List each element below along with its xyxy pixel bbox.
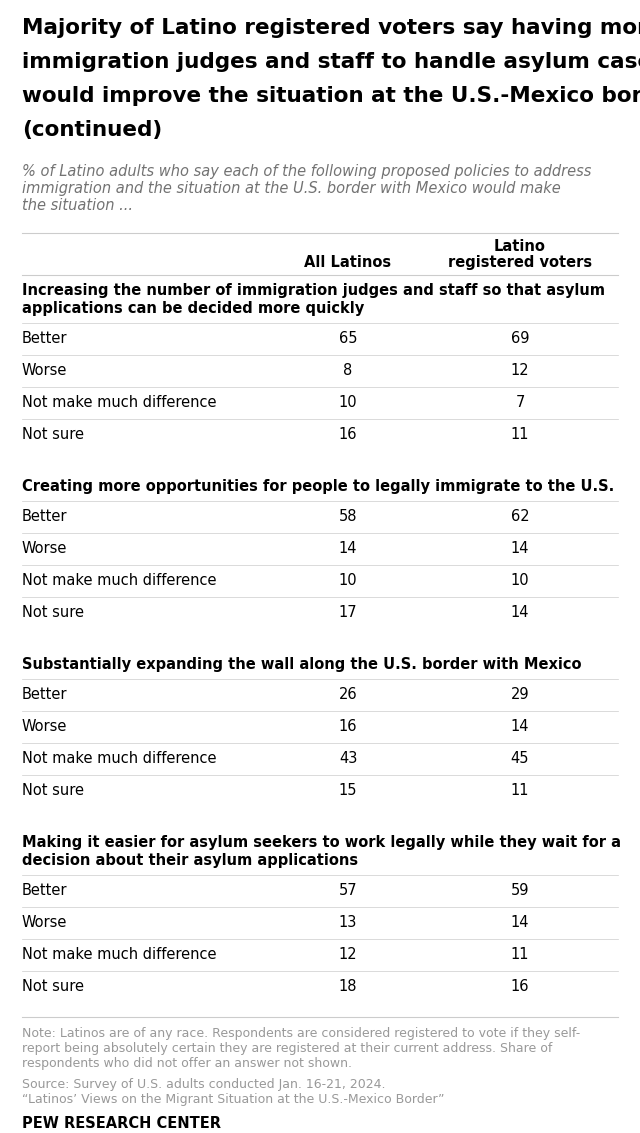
- Text: 18: 18: [339, 979, 357, 994]
- Text: 58: 58: [339, 509, 357, 523]
- Text: Substantially expanding the wall along the U.S. border with Mexico: Substantially expanding the wall along t…: [22, 657, 582, 672]
- Text: 29: 29: [511, 687, 529, 702]
- Text: 10: 10: [339, 395, 357, 410]
- Text: All Latinos: All Latinos: [305, 255, 392, 270]
- Text: 69: 69: [511, 331, 529, 346]
- Text: 59: 59: [511, 883, 529, 898]
- Text: Source: Survey of U.S. adults conducted Jan. 16-21, 2024.: Source: Survey of U.S. adults conducted …: [22, 1077, 385, 1091]
- Text: Not make much difference: Not make much difference: [22, 947, 216, 962]
- Text: 11: 11: [511, 427, 529, 442]
- Text: 15: 15: [339, 783, 357, 798]
- Text: 45: 45: [511, 751, 529, 766]
- Text: the situation ...: the situation ...: [22, 198, 133, 213]
- Text: Better: Better: [22, 509, 67, 523]
- Text: applications can be decided more quickly: applications can be decided more quickly: [22, 301, 364, 316]
- Text: Not sure: Not sure: [22, 783, 84, 798]
- Text: report being absolutely certain they are registered at their current address. Sh: report being absolutely certain they are…: [22, 1042, 552, 1055]
- Text: 11: 11: [511, 947, 529, 962]
- Text: 14: 14: [339, 540, 357, 556]
- Text: 14: 14: [511, 540, 529, 556]
- Text: Better: Better: [22, 331, 67, 346]
- Text: respondents who did not offer an answer not shown.: respondents who did not offer an answer …: [22, 1057, 352, 1070]
- Text: 65: 65: [339, 331, 357, 346]
- Text: Worse: Worse: [22, 915, 67, 930]
- Text: 7: 7: [515, 395, 525, 410]
- Text: 16: 16: [511, 979, 529, 994]
- Text: 62: 62: [511, 509, 529, 523]
- Text: 11: 11: [511, 783, 529, 798]
- Text: Creating more opportunities for people to legally immigrate to the U.S.: Creating more opportunities for people t…: [22, 479, 614, 494]
- Text: 14: 14: [511, 605, 529, 620]
- Text: 43: 43: [339, 751, 357, 766]
- Text: Not sure: Not sure: [22, 605, 84, 620]
- Text: 12: 12: [339, 947, 357, 962]
- Text: Latino: Latino: [494, 239, 546, 254]
- Text: 8: 8: [344, 363, 353, 378]
- Text: PEW RESEARCH CENTER: PEW RESEARCH CENTER: [22, 1116, 221, 1131]
- Text: registered voters: registered voters: [448, 255, 592, 270]
- Text: Increasing the number of immigration judges and staff so that asylum: Increasing the number of immigration jud…: [22, 283, 605, 298]
- Text: Note: Latinos are of any race. Respondents are considered registered to vote if : Note: Latinos are of any race. Responden…: [22, 1026, 580, 1040]
- Text: immigration judges and staff to handle asylum cases: immigration judges and staff to handle a…: [22, 52, 640, 73]
- Text: 17: 17: [339, 605, 357, 620]
- Text: Not make much difference: Not make much difference: [22, 395, 216, 410]
- Text: decision about their asylum applications: decision about their asylum applications: [22, 853, 358, 868]
- Text: Not make much difference: Not make much difference: [22, 573, 216, 588]
- Text: 10: 10: [511, 573, 529, 588]
- Text: 16: 16: [339, 427, 357, 442]
- Text: 13: 13: [339, 915, 357, 930]
- Text: 14: 14: [511, 915, 529, 930]
- Text: Worse: Worse: [22, 363, 67, 378]
- Text: Better: Better: [22, 687, 67, 702]
- Text: 16: 16: [339, 719, 357, 734]
- Text: 12: 12: [511, 363, 529, 378]
- Text: (continued): (continued): [22, 120, 163, 140]
- Text: Worse: Worse: [22, 719, 67, 734]
- Text: immigration and the situation at the U.S. border with Mexico would make: immigration and the situation at the U.S…: [22, 181, 561, 196]
- Text: would improve the situation at the U.S.-Mexico border: would improve the situation at the U.S.-…: [22, 86, 640, 107]
- Text: 10: 10: [339, 573, 357, 588]
- Text: % of Latino adults who say each of the following proposed policies to address: % of Latino adults who say each of the f…: [22, 164, 591, 179]
- Text: 14: 14: [511, 719, 529, 734]
- Text: Worse: Worse: [22, 540, 67, 556]
- Text: “Latinos’ Views on the Migrant Situation at the U.S.-Mexico Border”: “Latinos’ Views on the Migrant Situation…: [22, 1093, 445, 1106]
- Text: 26: 26: [339, 687, 357, 702]
- Text: 57: 57: [339, 883, 357, 898]
- Text: Majority of Latino registered voters say having more: Majority of Latino registered voters say…: [22, 18, 640, 39]
- Text: Better: Better: [22, 883, 67, 898]
- Text: Not sure: Not sure: [22, 427, 84, 442]
- Text: Not make much difference: Not make much difference: [22, 751, 216, 766]
- Text: Making it easier for asylum seekers to work legally while they wait for a: Making it easier for asylum seekers to w…: [22, 835, 621, 850]
- Text: Not sure: Not sure: [22, 979, 84, 994]
